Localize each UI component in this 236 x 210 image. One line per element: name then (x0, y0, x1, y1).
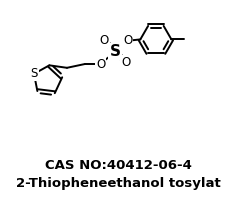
Text: 2-Thiopheneethanol tosylat: 2-Thiopheneethanol tosylat (16, 177, 220, 190)
Text: O: O (96, 58, 105, 71)
Text: S: S (110, 44, 121, 59)
Text: S: S (30, 67, 38, 80)
Text: O: O (100, 34, 109, 47)
Text: O: O (123, 34, 133, 47)
Text: O: O (121, 55, 131, 68)
Text: CAS NO:40412-06-4: CAS NO:40412-06-4 (45, 159, 191, 172)
